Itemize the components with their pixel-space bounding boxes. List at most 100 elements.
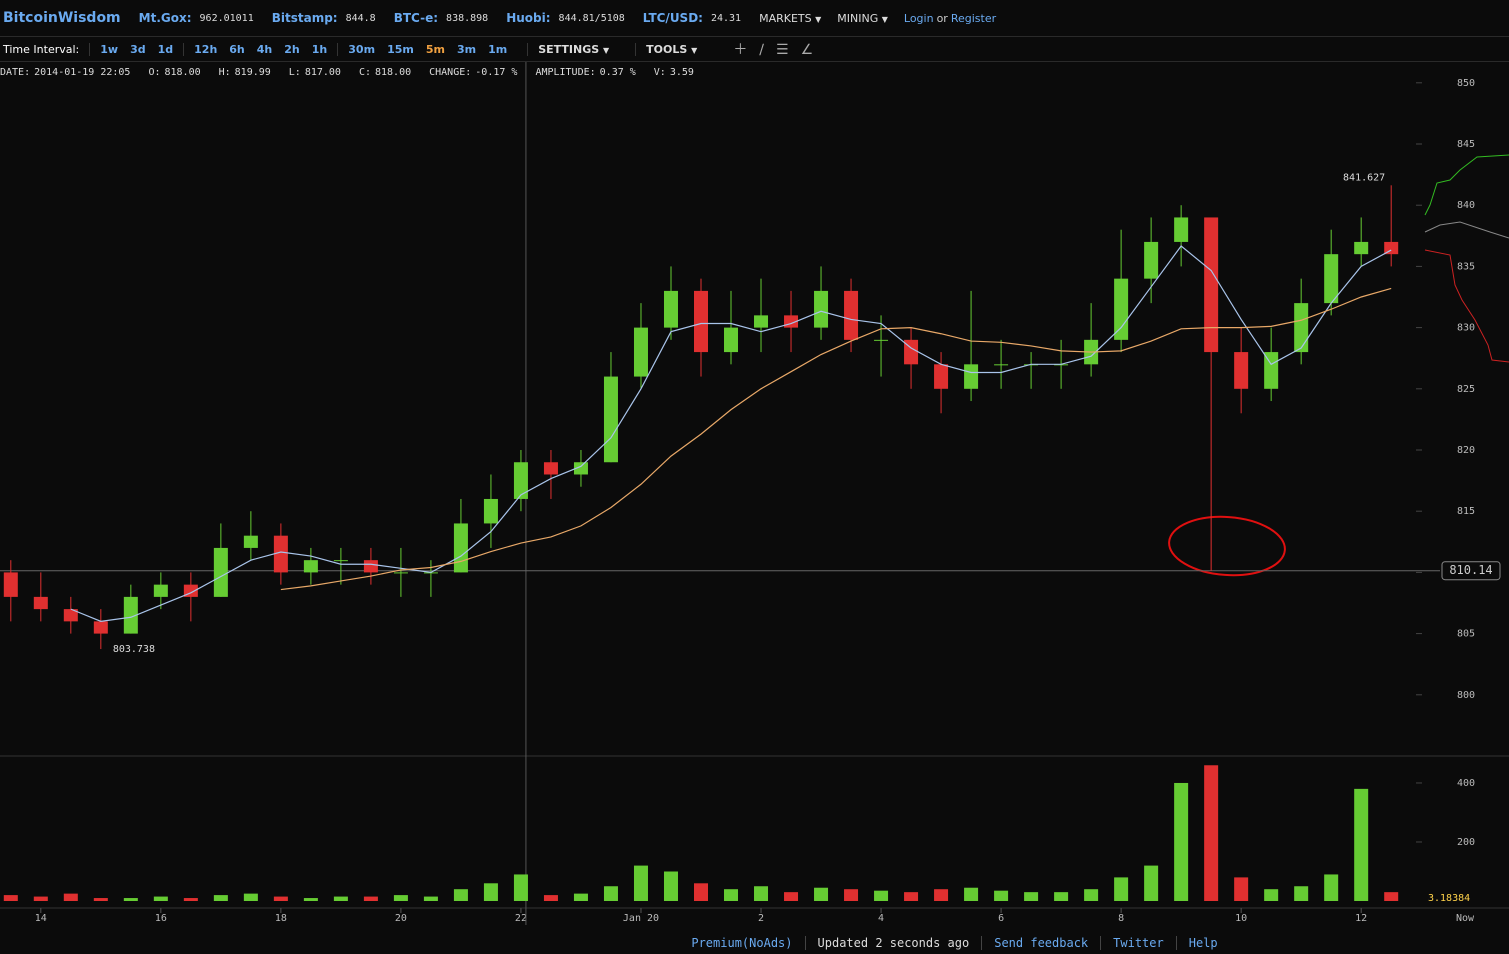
candle-body bbox=[1234, 352, 1249, 389]
interval[interactable]: 1h bbox=[311, 42, 328, 56]
toolbar: Time Interval: 1w 3d 1d 12h 6h 4h 2h 1h 30m 15m 5m 3… bbox=[0, 37, 1509, 62]
y-tick-label: 840 bbox=[1457, 200, 1475, 211]
interval[interactable]: 3m bbox=[456, 42, 477, 56]
depth-ask bbox=[1424, 249, 1509, 363]
candle-body bbox=[1324, 254, 1339, 304]
interval-group: 1w 3d 1d bbox=[89, 42, 179, 56]
interval[interactable]: 1m bbox=[488, 42, 508, 56]
x-tick-label: 12 bbox=[1355, 913, 1367, 924]
volume-bar bbox=[1324, 874, 1339, 901]
draw-tools[interactable]: ＋∕☰∠ bbox=[733, 42, 826, 58]
top-bar: BitcoinWisdom Mt.Gox: 962.01011 Bitstamp: 84… bbox=[0, 0, 1509, 37]
volume-bar bbox=[934, 889, 949, 901]
footer-link: Updated 2 seconds ago bbox=[806, 936, 983, 950]
candle-body bbox=[1264, 352, 1279, 389]
footer-link[interactable]: Premium(NoAds) bbox=[679, 936, 806, 950]
candle-body bbox=[153, 584, 168, 597]
interval[interactable]: 5m bbox=[425, 42, 445, 56]
candle-body bbox=[483, 498, 498, 524]
ticker-value: 838.898 bbox=[446, 12, 489, 24]
candle-body bbox=[33, 596, 48, 610]
info-label: AMPLITUDE: bbox=[535, 66, 596, 78]
volume-bar bbox=[333, 896, 348, 901]
price-annotation: 841.627 bbox=[1343, 172, 1385, 183]
candle-body bbox=[994, 364, 1009, 366]
candle-body bbox=[453, 523, 468, 573]
footer-link[interactable]: Send feedback bbox=[982, 936, 1102, 950]
candle-body bbox=[904, 339, 919, 365]
menu[interactable]: MINING ▼ bbox=[837, 11, 888, 25]
candle-body bbox=[363, 560, 378, 573]
price-annotation: 803.738 bbox=[113, 644, 155, 655]
login-link[interactable]: Login bbox=[903, 11, 934, 25]
vol-tick-label: 400 bbox=[1457, 778, 1475, 789]
info-value: 3.59 bbox=[669, 66, 694, 78]
candle-body bbox=[273, 535, 288, 573]
info-label: CHANGE: bbox=[429, 66, 472, 78]
interval[interactable]: 3d bbox=[130, 42, 146, 56]
volume-bar bbox=[1384, 892, 1399, 901]
caret: ▼ bbox=[691, 45, 698, 55]
ticker-label[interactable]: Mt.Gox: bbox=[138, 11, 192, 25]
candle-body bbox=[573, 462, 588, 475]
candle-body bbox=[1114, 278, 1129, 340]
interval[interactable]: 30m bbox=[348, 42, 376, 56]
interval[interactable]: 4h bbox=[256, 42, 273, 56]
x-tick-label: 4 bbox=[878, 913, 884, 924]
footer-link[interactable]: Help bbox=[1188, 936, 1218, 950]
candle-body bbox=[1294, 303, 1309, 353]
y-tick-label: 850 bbox=[1457, 78, 1475, 89]
info-label: L: bbox=[288, 66, 301, 78]
ticker-label[interactable]: Huobi: bbox=[506, 11, 551, 25]
candle-body bbox=[3, 572, 18, 597]
candle-body bbox=[63, 609, 78, 622]
tool-menu[interactable]: TOOLS ▼ bbox=[635, 42, 698, 56]
interval[interactable]: 12h bbox=[194, 42, 218, 56]
info-label: DATE: bbox=[0, 66, 31, 78]
caret: ▼ bbox=[603, 45, 610, 55]
depth-mid bbox=[1424, 221, 1509, 239]
interval[interactable]: 2h bbox=[284, 42, 300, 56]
volume-bar bbox=[724, 889, 739, 901]
interval-label: Time Interval: bbox=[3, 42, 80, 56]
volume-bar bbox=[453, 889, 468, 901]
volume-bar bbox=[543, 895, 558, 901]
crosshair-label-box bbox=[1441, 561, 1501, 581]
menu[interactable]: MARKETS ▼ bbox=[759, 11, 822, 25]
ticker-label[interactable]: LTC/USD: bbox=[642, 11, 703, 25]
volume-bar bbox=[814, 887, 829, 901]
brand[interactable]: BitcoinWisdom bbox=[3, 10, 121, 26]
volume-bar bbox=[1084, 889, 1099, 901]
volume-bar bbox=[1354, 788, 1369, 901]
interval[interactable]: 1w bbox=[100, 42, 119, 56]
volume-bar bbox=[1264, 889, 1279, 901]
info-value: 0.37 % bbox=[599, 66, 636, 78]
x-tick-label: 2 bbox=[758, 913, 764, 924]
candle-body bbox=[1354, 241, 1369, 255]
candle-body bbox=[1204, 217, 1219, 353]
volume-bar bbox=[1024, 892, 1039, 901]
ticker-label[interactable]: BTC-e: bbox=[393, 11, 439, 25]
depth-bid bbox=[1424, 154, 1509, 216]
interval[interactable]: 15m bbox=[387, 42, 414, 56]
tool-menu[interactable]: SETTINGS ▼ bbox=[527, 42, 610, 56]
y-tick-label: 820 bbox=[1457, 445, 1475, 456]
interval[interactable]: 1d bbox=[157, 42, 174, 56]
footer-link[interactable]: Twitter bbox=[1101, 936, 1177, 950]
candle-body bbox=[543, 462, 558, 475]
x-tick-label: 10 bbox=[1235, 913, 1247, 924]
ticker-label[interactable]: Bitstamp: bbox=[271, 11, 338, 25]
volume-bar bbox=[904, 892, 919, 901]
candle-body bbox=[393, 572, 408, 574]
register-link[interactable]: Register bbox=[950, 11, 997, 25]
moving-average bbox=[70, 245, 1392, 622]
x-tick-label: 6 bbox=[998, 913, 1004, 924]
volume-bar bbox=[633, 865, 648, 901]
ticker-value: 24.31 bbox=[710, 12, 742, 24]
candle-body bbox=[724, 327, 739, 353]
candle-body bbox=[123, 596, 138, 634]
x-tick-label: 16 bbox=[155, 913, 167, 924]
volume-bar bbox=[63, 893, 78, 901]
interval[interactable]: 6h bbox=[229, 42, 245, 56]
volume-bar bbox=[303, 898, 318, 901]
